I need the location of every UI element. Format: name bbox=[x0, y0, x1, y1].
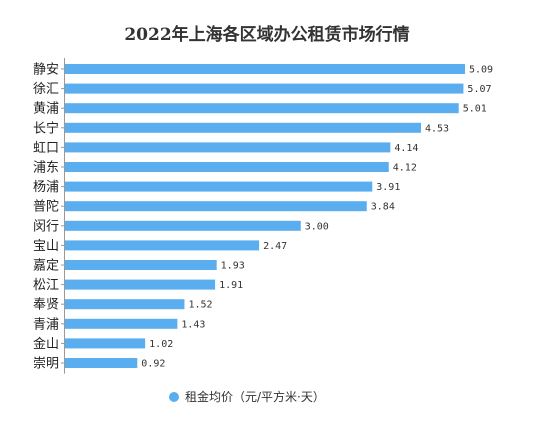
category-label: 静安 bbox=[33, 63, 59, 78]
legend[interactable]: 租金均价（元/平方米·天） bbox=[169, 389, 325, 404]
bar[interactable] bbox=[65, 260, 217, 270]
category-label: 虹口 bbox=[33, 141, 59, 156]
value-label: 5.01 bbox=[463, 104, 487, 115]
bar[interactable] bbox=[65, 279, 216, 290]
category-label: 宝山 bbox=[33, 239, 59, 254]
bar[interactable] bbox=[65, 122, 421, 133]
bar[interactable] bbox=[65, 162, 389, 172]
category-label: 松江 bbox=[33, 278, 59, 293]
category-label: 黄浦 bbox=[33, 102, 59, 117]
value-label: 0.92 bbox=[141, 359, 165, 370]
category-label: 嘉定 bbox=[33, 259, 59, 274]
chart-title: 2022年上海各区域办公租赁市场行情 bbox=[124, 24, 409, 45]
value-label: 1.02 bbox=[149, 339, 173, 350]
category-label: 金山 bbox=[33, 336, 59, 352]
value-label: 3.91 bbox=[376, 182, 400, 193]
value-label: 1.52 bbox=[188, 300, 212, 311]
bar[interactable] bbox=[65, 201, 367, 212]
legend-marker bbox=[169, 392, 179, 402]
bar-group: 静安 5.09 徐汇 5.07 黄浦 5.01 长宁 4.53 虹口 4.14 浦东 4.12 杨浦 3.… bbox=[33, 58, 493, 374]
value-label: 3.84 bbox=[371, 202, 395, 213]
bar[interactable] bbox=[65, 240, 260, 251]
bar[interactable] bbox=[65, 181, 373, 192]
value-label: 2.47 bbox=[263, 241, 287, 252]
value-label: 1.93 bbox=[221, 261, 245, 272]
category-label: 青浦 bbox=[33, 317, 59, 332]
bar[interactable] bbox=[65, 103, 459, 114]
value-label: 3.00 bbox=[305, 221, 329, 232]
value-label: 4.14 bbox=[394, 143, 418, 154]
bar[interactable] bbox=[65, 64, 465, 74]
value-label: 4.12 bbox=[393, 163, 417, 174]
legend-label: 租金均价（元/平方米·天） bbox=[185, 389, 325, 404]
bar[interactable] bbox=[65, 142, 391, 153]
value-label: 1.43 bbox=[181, 319, 205, 330]
category-label: 崇明 bbox=[33, 357, 59, 372]
bar[interactable] bbox=[65, 358, 138, 368]
category-label: 徐汇 bbox=[33, 82, 59, 97]
bar[interactable] bbox=[65, 299, 185, 310]
category-label: 普陀 bbox=[33, 199, 59, 215]
category-label: 奉贤 bbox=[33, 298, 59, 313]
category-label: 浦东 bbox=[33, 161, 59, 176]
value-label: 1.91 bbox=[219, 280, 243, 291]
category-label: 长宁 bbox=[33, 120, 59, 136]
value-label: 5.07 bbox=[467, 84, 491, 95]
bar[interactable] bbox=[65, 83, 464, 94]
bar[interactable] bbox=[65, 220, 301, 231]
category-label: 杨浦 bbox=[33, 180, 59, 195]
value-label: 5.09 bbox=[469, 65, 493, 76]
category-label: 闵行 bbox=[33, 219, 59, 234]
value-label: 4.53 bbox=[425, 123, 449, 134]
bar[interactable] bbox=[65, 338, 146, 349]
bar[interactable] bbox=[65, 318, 178, 329]
